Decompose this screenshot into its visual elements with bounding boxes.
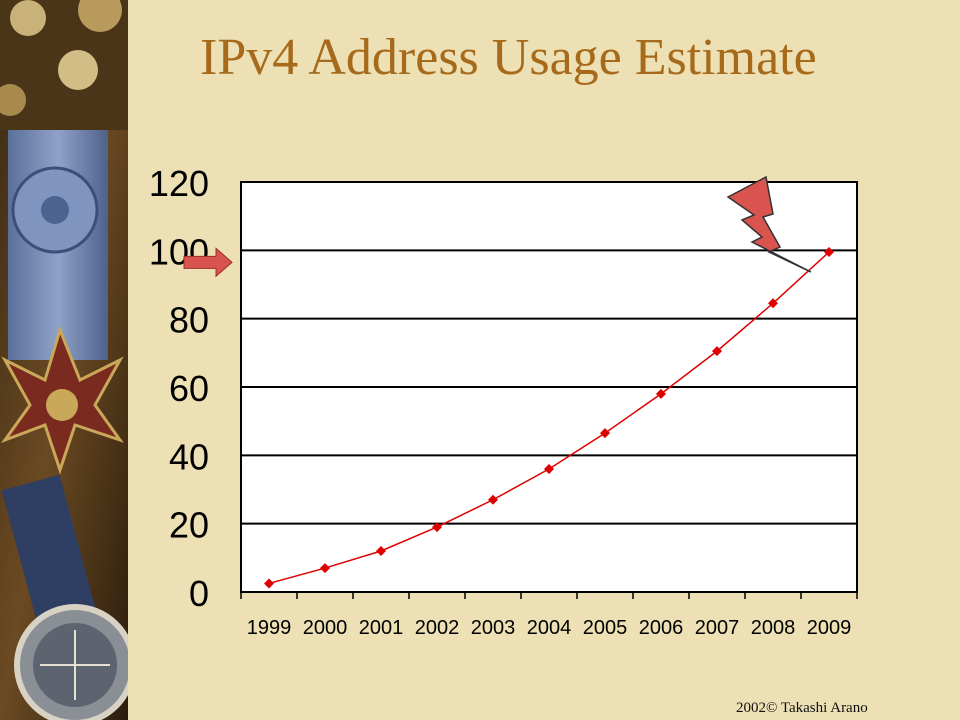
data-point: [768, 298, 778, 309]
data-point: [712, 346, 722, 357]
y-tick-label: 40: [169, 436, 209, 477]
x-tick-label: 1999: [247, 617, 292, 639]
line-chart: 0 20 40 60 80 100 120 1999 2000 2001 2002 2003 2004 2…: [140, 160, 940, 660]
x-tick-label: 2000: [303, 617, 348, 639]
x-tick-label: 2002: [415, 617, 460, 639]
x-tick-label: 2006: [639, 617, 684, 639]
y-tick-label: 120: [149, 163, 209, 204]
right-arrow-icon: [183, 247, 233, 278]
copyright-notice: 2002© Takashi Arano: [736, 700, 868, 716]
x-tick-label: 2003: [471, 617, 516, 639]
x-tick-label: 2004: [527, 617, 572, 639]
data-point: [488, 494, 498, 505]
y-tick-label: 0: [189, 573, 209, 614]
data-point: [656, 388, 666, 399]
slide-title: IPv4 Address Usage Estimate: [200, 29, 817, 86]
medal-and-compass-photo: [0, 0, 128, 720]
decorative-side-photo: [0, 0, 128, 720]
x-tick-label: 2001: [359, 617, 404, 639]
data-point: [824, 247, 834, 258]
y-tick-label: 20: [169, 505, 209, 546]
x-tick-label: 2005: [583, 617, 628, 639]
y-tick-label: 60: [169, 368, 209, 409]
data-point: [264, 578, 274, 589]
data-point: [600, 428, 610, 439]
y-tick-label: 80: [169, 300, 209, 341]
data-point: [544, 464, 554, 474]
lightning-bolt-icon: [726, 175, 812, 273]
data-point: [432, 522, 442, 533]
x-tick-label: 2007: [695, 617, 740, 639]
data-point: [320, 563, 330, 574]
data-point: [376, 546, 386, 556]
x-tick-label: 2009: [807, 617, 852, 639]
x-tick-label: 2008: [751, 617, 796, 639]
